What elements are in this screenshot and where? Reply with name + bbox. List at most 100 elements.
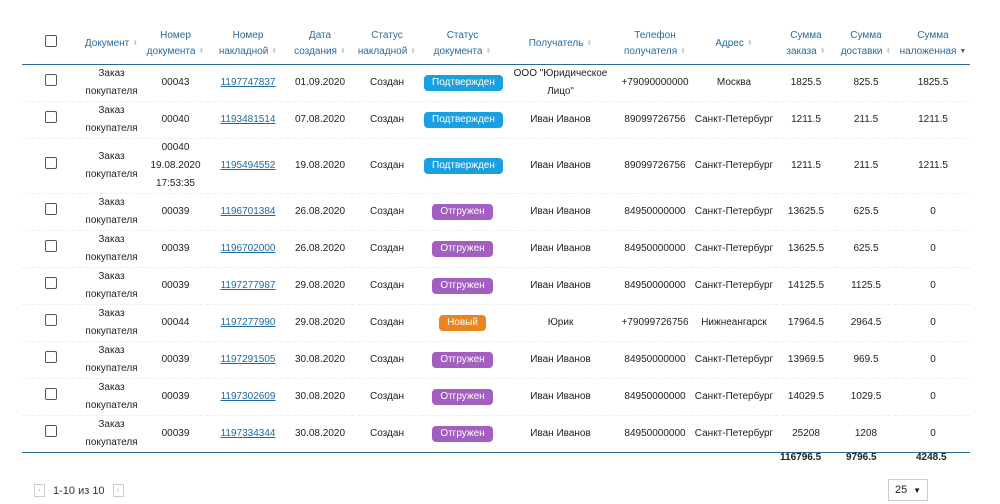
waybill-link[interactable]: 1197291505	[220, 354, 276, 365]
row-checkbox[interactable]	[45, 313, 57, 326]
sort-icon[interactable]: ⬍	[485, 48, 492, 55]
cell-recipient: ООО "Юридическое Лицо"	[503, 64, 618, 102]
cell-doc_status: Отгружен	[422, 267, 503, 305]
row-checkbox[interactable]	[45, 276, 57, 289]
table-row[interactable]: Заказ покупателя 00039 1197334344 30.08.202…	[22, 415, 970, 453]
table-row[interactable]: Заказ покупателя 00044 1197277990 29.08.202…	[22, 304, 970, 342]
doc-text: Заказ покупателя	[85, 197, 138, 226]
table-row[interactable]: Заказ покупателя 00039 1196702000 26.08.202…	[22, 230, 970, 268]
num-text: 00039	[161, 243, 190, 254]
sort-icon[interactable]: ⬍	[132, 40, 139, 47]
cell-doc_status: Отгружен	[422, 415, 503, 453]
select-all-checkbox-cell[interactable]	[22, 24, 80, 65]
checkbox-cell[interactable]	[22, 415, 80, 453]
cell-sum: 13625.5	[776, 193, 836, 231]
cell-num: 00039	[143, 230, 208, 268]
recipient-text: Иван Иванов	[530, 354, 591, 365]
cell-recipient: Иван Иванов	[503, 378, 618, 416]
waybill-link[interactable]: 1196701384	[220, 206, 276, 217]
status-badge: Отгружен	[432, 278, 493, 294]
cell-cod: 0	[896, 230, 970, 268]
checkbox-cell[interactable]	[22, 304, 80, 342]
sort-icon[interactable]: ⬍	[271, 48, 278, 55]
row-checkbox[interactable]	[45, 73, 57, 86]
waybill-link[interactable]: 1193481514	[220, 114, 276, 125]
table-row[interactable]: Заказ покупателя 00040 1193481514 07.08.202…	[22, 101, 970, 139]
cell-sum: 1211.5	[776, 138, 836, 194]
table-row[interactable]: Заказ покупателя 00039 1197277987 29.08.202…	[22, 267, 970, 305]
row-checkbox[interactable]	[45, 156, 57, 169]
row-checkbox[interactable]	[45, 110, 57, 123]
waybill-link[interactable]: 1196702000	[220, 243, 276, 254]
column-header[interactable]: Получатель ⬍	[503, 24, 618, 65]
column-header[interactable]: Статус накладной ⬍	[352, 24, 422, 65]
column-header[interactable]: Сумма доставки ⬍	[836, 24, 896, 65]
column-header-label: Статус документа	[433, 30, 483, 57]
column-header[interactable]: Телефон получателя ⬍	[618, 24, 692, 65]
sort-icon[interactable]: ⬍	[410, 48, 417, 55]
cell-nakl_status: Создан	[352, 101, 422, 139]
sum-text: 1825.5	[790, 77, 822, 88]
row-checkbox[interactable]	[45, 239, 57, 252]
sort-icon[interactable]: ⬍	[198, 48, 205, 55]
sort-icon[interactable]: ⬍	[586, 40, 593, 47]
prev-page-button[interactable]: ‹	[34, 484, 45, 497]
table-row[interactable]: Заказ покупателя 00043 1197747837 01.09.202…	[22, 64, 970, 102]
next-page-button[interactable]: ›	[112, 484, 124, 497]
page-size-select[interactable]: 25 ▼	[888, 479, 928, 501]
checkbox-cell[interactable]	[22, 64, 80, 102]
column-header[interactable]: Дата создания ⬍	[288, 24, 352, 65]
status-badge: Отгружен	[432, 389, 493, 405]
column-header-label: Сумма доставки	[840, 30, 883, 57]
row-checkbox[interactable]	[45, 350, 57, 363]
cell-address: Санкт-Петербург	[692, 193, 776, 231]
column-header[interactable]: Сумма заказа ⬍	[776, 24, 836, 65]
sort-icon[interactable]: ⬍	[746, 40, 753, 47]
table-row[interactable]: Заказ покупателя 00039 1197291505 30.08.202…	[22, 341, 970, 379]
sort-desc-icon[interactable]: ▼	[959, 48, 967, 55]
cell-num: 00039	[143, 378, 208, 416]
waybill-link[interactable]: 1197277987	[220, 280, 276, 291]
table-row[interactable]: Заказ покупателя 00040 19.08.2020 17:53:3…	[22, 138, 970, 194]
table-row[interactable]: Заказ покупателя 00039 1197302609 30.08.202…	[22, 378, 970, 416]
waybill-link[interactable]: 1197302609	[220, 391, 276, 402]
total-delivery: 9796.5	[846, 452, 877, 463]
cell-address: Санкт-Петербург	[692, 101, 776, 139]
row-checkbox[interactable]	[45, 424, 57, 437]
cell-cod: 1211.5	[896, 138, 970, 194]
checkbox-cell[interactable]	[22, 267, 80, 305]
column-header[interactable]: Статус документа ⬍	[422, 24, 503, 65]
column-header[interactable]: Сумма наложенная ▼	[896, 24, 970, 65]
checkbox-cell[interactable]	[22, 230, 80, 268]
column-header[interactable]: Номер накладной ⬍	[208, 24, 288, 65]
checkbox-cell[interactable]	[22, 341, 80, 379]
phone-text: 84950000000	[624, 243, 686, 254]
cell-num: 00040 19.08.2020 17:53:35	[143, 138, 208, 194]
cell-doc: Заказ покупателя	[80, 230, 143, 268]
column-header[interactable]: Адрес ⬍	[692, 24, 776, 65]
waybill-link[interactable]: 1195494552	[220, 160, 276, 171]
status-badge: Отгружен	[432, 204, 493, 220]
select-all-checkbox[interactable]	[45, 35, 57, 47]
sort-icon[interactable]: ⬍	[885, 48, 892, 55]
sort-icon[interactable]: ⬍	[680, 48, 686, 55]
checkbox-cell[interactable]	[22, 138, 80, 194]
checkbox-cell[interactable]	[22, 378, 80, 416]
column-header-label: Статус накладной	[357, 30, 408, 57]
cell-sum: 25208	[776, 415, 836, 453]
table-row[interactable]: Заказ покупателя 00039 1196701384 26.08.202…	[22, 193, 970, 231]
waybill-link[interactable]: 1197334344	[220, 428, 276, 439]
waybill-link[interactable]: 1197277990	[220, 317, 276, 328]
checkbox-cell[interactable]	[22, 193, 80, 231]
sort-icon[interactable]: ⬍	[339, 48, 346, 55]
waybill-link[interactable]: 1197747837	[220, 77, 276, 88]
column-header[interactable]: Документ ⬍	[80, 24, 143, 65]
cell-delivery: 1125.5	[836, 267, 896, 305]
row-checkbox[interactable]	[45, 387, 57, 400]
delivery-text: 625.5	[853, 206, 879, 217]
column-header[interactable]: Номер документа ⬍	[143, 24, 208, 65]
sort-icon[interactable]: ⬍	[819, 48, 826, 55]
checkbox-cell[interactable]	[22, 101, 80, 139]
delivery-text: 969.5	[853, 354, 879, 365]
row-checkbox[interactable]	[45, 202, 57, 215]
